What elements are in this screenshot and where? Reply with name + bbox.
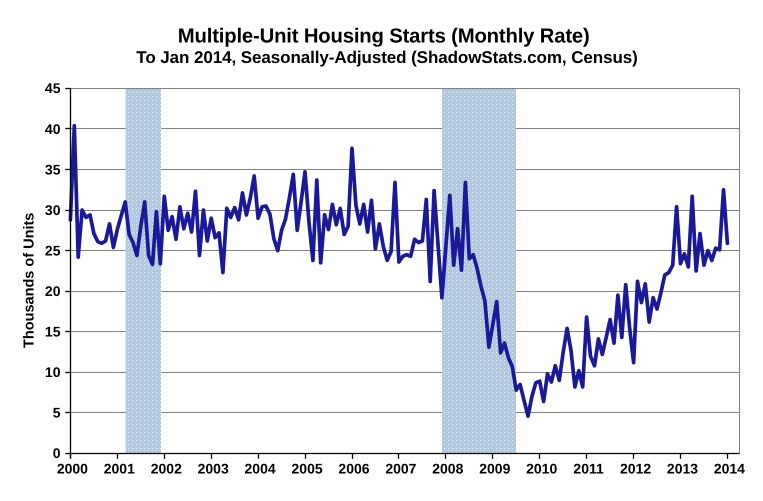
- svg-text:40: 40: [45, 121, 61, 137]
- svg-text:0: 0: [53, 445, 61, 461]
- svg-text:2003: 2003: [198, 461, 229, 477]
- svg-text:45: 45: [45, 80, 61, 96]
- svg-text:20: 20: [45, 283, 61, 299]
- svg-text:Thousands of Units: Thousands of Units: [21, 213, 37, 348]
- svg-text:2008: 2008: [432, 461, 463, 477]
- svg-text:30: 30: [45, 202, 61, 218]
- svg-text:2014: 2014: [714, 461, 745, 477]
- svg-text:2013: 2013: [667, 461, 698, 477]
- svg-text:To Jan 2014, Seasonally-Adjust: To Jan 2014, Seasonally-Adjusted (Shadow…: [136, 48, 637, 67]
- svg-text:2006: 2006: [338, 461, 369, 477]
- svg-text:25: 25: [45, 242, 61, 258]
- svg-text:2012: 2012: [620, 461, 651, 477]
- svg-text:15: 15: [45, 324, 61, 340]
- svg-text:2005: 2005: [292, 461, 323, 477]
- svg-text:2009: 2009: [479, 461, 510, 477]
- svg-text:2010: 2010: [526, 461, 557, 477]
- svg-text:10: 10: [45, 364, 61, 380]
- svg-text:2001: 2001: [104, 461, 135, 477]
- svg-text:2011: 2011: [573, 461, 604, 477]
- svg-text:2007: 2007: [385, 461, 416, 477]
- svg-text:2000: 2000: [57, 461, 88, 477]
- svg-text:2002: 2002: [151, 461, 182, 477]
- svg-text:35: 35: [45, 161, 61, 177]
- svg-text:2004: 2004: [245, 461, 276, 477]
- svg-text:5: 5: [53, 405, 61, 421]
- svg-text:Multiple-Unit Housing Starts (: Multiple-Unit Housing Starts (Monthly Ra…: [178, 26, 590, 48]
